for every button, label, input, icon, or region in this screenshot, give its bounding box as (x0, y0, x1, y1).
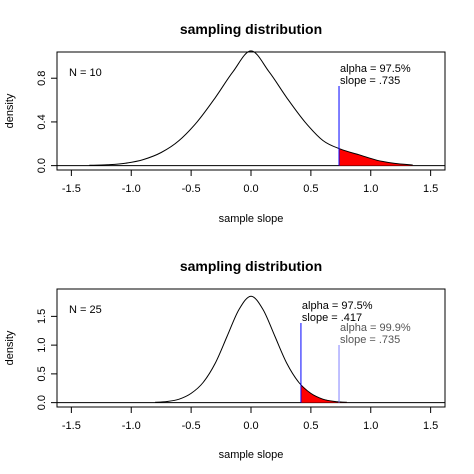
panel-label: N = 10 (69, 67, 102, 79)
plot-area: alpha = 97.5%slope = .735 -1.5 -1.0 -0.5 0.0… (36, 50, 446, 195)
x-tick-label: -1.5 (62, 420, 81, 432)
x-tick-label: 1.5 (423, 420, 438, 432)
x-axis-label: sample slope (219, 449, 284, 461)
density-curve (155, 295, 347, 403)
y-tick-label: 0.4 (36, 114, 48, 129)
x-tick-label: 0.5 (303, 420, 318, 432)
y-axis-label: density (4, 330, 16, 365)
annotation-alpha: alpha = 97.5% (302, 300, 373, 312)
y-tick-label: 1.5 (36, 309, 48, 324)
y-tick-label: 0.8 (36, 71, 48, 86)
x-tick-label: -1.0 (122, 183, 141, 195)
y-axis-label: density (4, 93, 16, 128)
x-tick-label: 0.0 (243, 183, 258, 195)
x-tick-label: -0.5 (182, 183, 201, 195)
x-tick-label: -0.5 (182, 420, 201, 432)
x-tick-label: 1.0 (363, 420, 378, 432)
y-tick-label: 0.0 (36, 395, 48, 410)
x-tick-label: 1.0 (363, 183, 378, 195)
annotation-slope: slope = .735 (340, 334, 400, 346)
annotation-slope: slope = .735 (340, 75, 400, 87)
y-tick-label: 0.0 (36, 158, 48, 173)
y-tick-label: 1.0 (36, 337, 48, 352)
x-tick-label: -1.5 (62, 183, 81, 195)
x-tick-label: 0.5 (303, 183, 318, 195)
shaded-tail (339, 148, 413, 166)
x-tick-label: -1.0 (122, 420, 141, 432)
chart-title: sampling distribution (180, 21, 322, 37)
annotation-slope: slope = .417 (302, 312, 362, 324)
x-axis-label: sample slope (219, 213, 284, 225)
y-tick-label: 0.5 (36, 366, 48, 381)
shaded-tail (300, 384, 347, 403)
x-tick-label: 1.5 (423, 183, 438, 195)
panel-label: N = 25 (69, 304, 102, 316)
panel-bottom: sampling distribution sample slope densi… (4, 258, 322, 461)
chart-title: sampling distribution (180, 258, 322, 274)
plot-frame (56, 288, 446, 408)
x-tick-label: 0.0 (243, 420, 258, 432)
panel-top: sampling distribution sample slope densi… (4, 21, 322, 225)
density-curve (89, 50, 413, 166)
annotation-alpha: alpha = 99.9% (340, 322, 411, 334)
annotation-alpha: alpha = 97.5% (340, 63, 411, 75)
